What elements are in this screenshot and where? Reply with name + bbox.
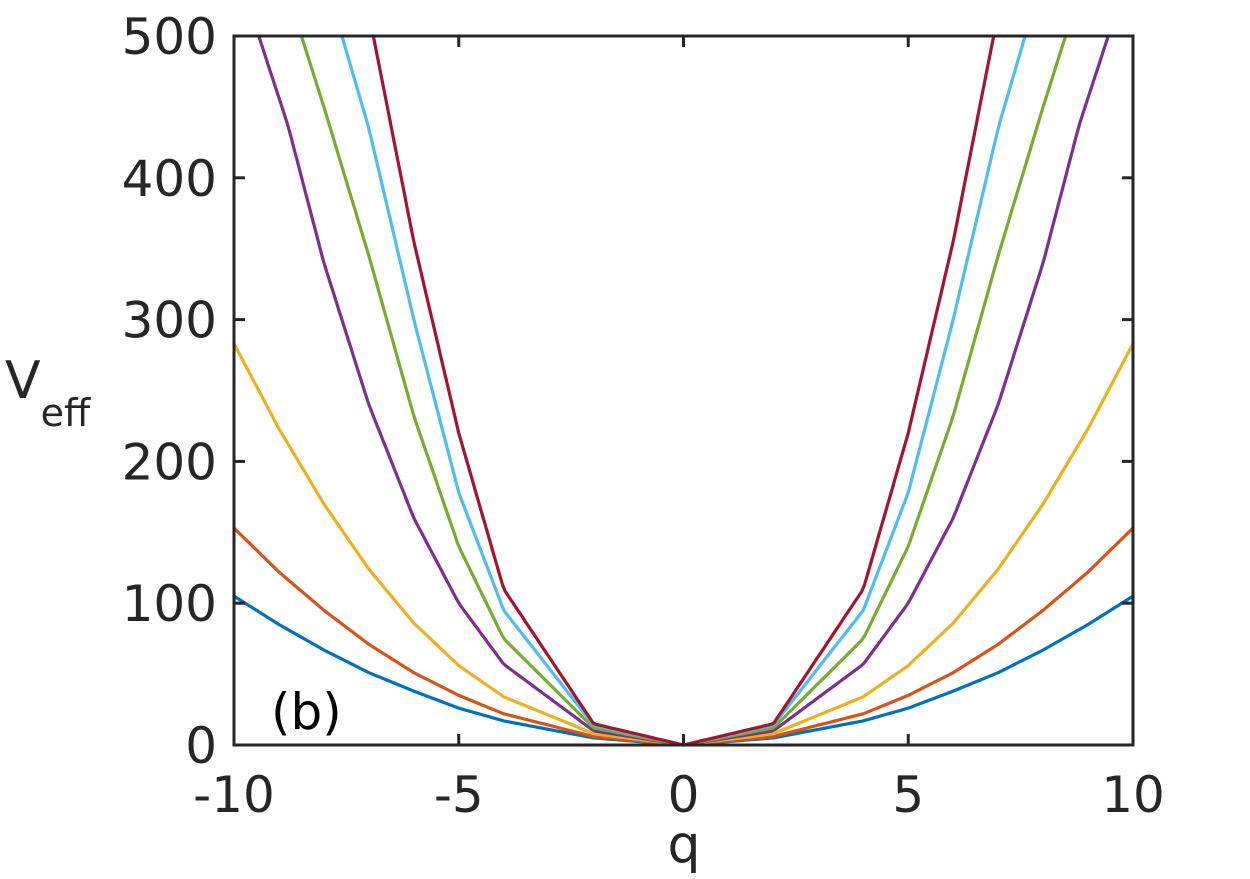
x-axis-title: q bbox=[667, 815, 700, 875]
panel-label: (b) bbox=[271, 683, 342, 741]
y-tick-label: 300 bbox=[122, 292, 217, 350]
y-axis-title: Veff bbox=[5, 351, 91, 435]
y-tick-label: 400 bbox=[122, 150, 217, 208]
x-tick-label: 5 bbox=[892, 766, 924, 824]
y-tick-label: 100 bbox=[122, 575, 217, 633]
x-tick-label: 0 bbox=[668, 766, 700, 824]
y-axis-title-subscript: eff bbox=[41, 391, 91, 435]
x-tick-label: 10 bbox=[1101, 766, 1165, 824]
plot-background bbox=[234, 36, 1133, 745]
y-tick-label: 0 bbox=[185, 717, 217, 775]
y-axis-title-main: V bbox=[5, 351, 41, 411]
x-tick-label: -10 bbox=[193, 766, 275, 824]
x-tick-label: -5 bbox=[434, 766, 484, 824]
y-tick-label: 500 bbox=[122, 8, 217, 66]
y-tick-label: 200 bbox=[122, 433, 217, 491]
